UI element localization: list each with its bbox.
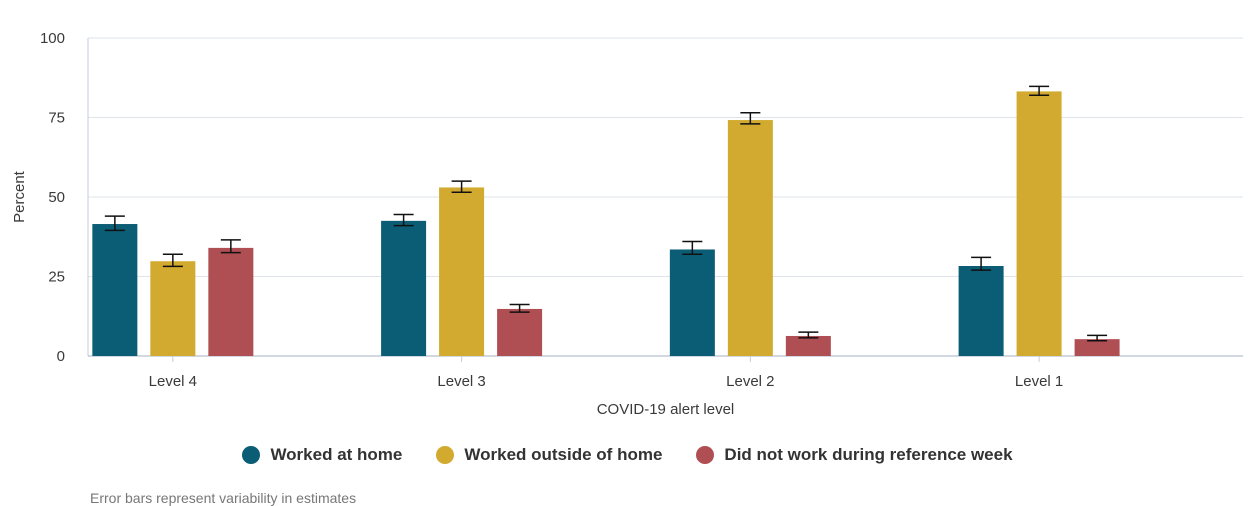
legend: Worked at home Worked outside of home Di… [0, 442, 1255, 468]
legend-dot-did-not-work [696, 446, 715, 464]
y-axis-title: Percent [11, 170, 28, 223]
bar-level-4-series-2 [208, 247, 254, 356]
bar-level-4-series-0 [92, 224, 138, 356]
x-tick-label-level-4: Level 4 [149, 373, 197, 390]
legend-label-did-not-work: Did not work during reference week [724, 445, 1013, 464]
bar-level-3-series-1 [439, 187, 485, 356]
legend-item-worked-outside-home[interactable]: Worked outside of home [436, 445, 662, 465]
y-tick-label-75: 75 [48, 110, 65, 127]
legend-label-worked-at-home: Worked at home [270, 445, 403, 464]
y-tick-label-100: 100 [40, 30, 65, 47]
y-tick-label-0: 0 [57, 348, 65, 365]
bar-level-2-series-2 [785, 335, 831, 356]
bar-level-1-series-2 [1074, 339, 1120, 356]
legend-item-worked-at-home[interactable]: Worked at home [242, 445, 402, 465]
x-tick-label-level-2: Level 2 [726, 373, 774, 390]
bar-level-3-series-0 [381, 220, 427, 356]
x-tick-label-level-3: Level 3 [437, 373, 485, 390]
bar-level-4-series-1 [150, 261, 196, 356]
x-tick-label-level-1: Level 1 [1015, 373, 1063, 390]
legend-label-worked-outside-home: Worked outside of home [464, 445, 663, 464]
legend-item-did-not-work[interactable]: Did not work during reference week [696, 445, 1013, 465]
y-tick-label-50: 50 [48, 189, 65, 206]
legend-dot-worked-outside-home [436, 446, 455, 464]
bar-level-3-series-2 [497, 308, 543, 356]
bar-level-2-series-1 [727, 120, 773, 356]
bar-level-1-series-1 [1016, 91, 1062, 356]
x-axis-title: COVID-19 alert level [597, 401, 735, 418]
y-tick-label-25: 25 [48, 269, 65, 286]
chart-footnote: Error bars represent variability in esti… [90, 490, 357, 506]
bar-level-2-series-0 [669, 249, 715, 356]
legend-dot-worked-at-home [242, 446, 261, 464]
bar-level-1-series-0 [958, 266, 1004, 356]
